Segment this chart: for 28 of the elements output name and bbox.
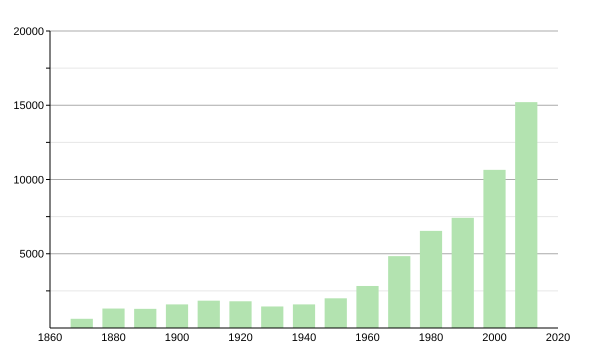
- y-tick-label: 15000: [13, 100, 44, 112]
- bar: [198, 300, 220, 328]
- bar: [70, 318, 93, 328]
- x-tick-label: 1980: [418, 332, 444, 344]
- x-tick-label: 2020: [546, 332, 570, 344]
- x-tick-label: 1880: [101, 332, 126, 344]
- x-tick-label: 1860: [38, 332, 62, 344]
- bar: [420, 230, 442, 328]
- x-tick-label: 1940: [292, 332, 316, 344]
- bar: [292, 304, 316, 328]
- bar: [229, 301, 252, 328]
- bar: [166, 304, 188, 328]
- bar: [134, 308, 156, 328]
- x-tick-label: 1900: [164, 332, 190, 344]
- x-tick-label: 1960: [355, 332, 380, 344]
- y-tick-label: 5000: [20, 248, 44, 261]
- bar: [452, 218, 474, 328]
- bar: [483, 170, 506, 328]
- bar: [324, 298, 347, 328]
- bar: [356, 286, 379, 328]
- bar: [515, 102, 538, 328]
- y-tick-label: 10000: [13, 174, 44, 186]
- bar: [102, 308, 125, 328]
- y-tick-label: 20000: [13, 26, 44, 38]
- bar: [388, 256, 410, 328]
- x-tick-label: 2000: [482, 332, 507, 344]
- bar: [261, 306, 284, 328]
- x-tick-label: 1920: [228, 332, 253, 344]
